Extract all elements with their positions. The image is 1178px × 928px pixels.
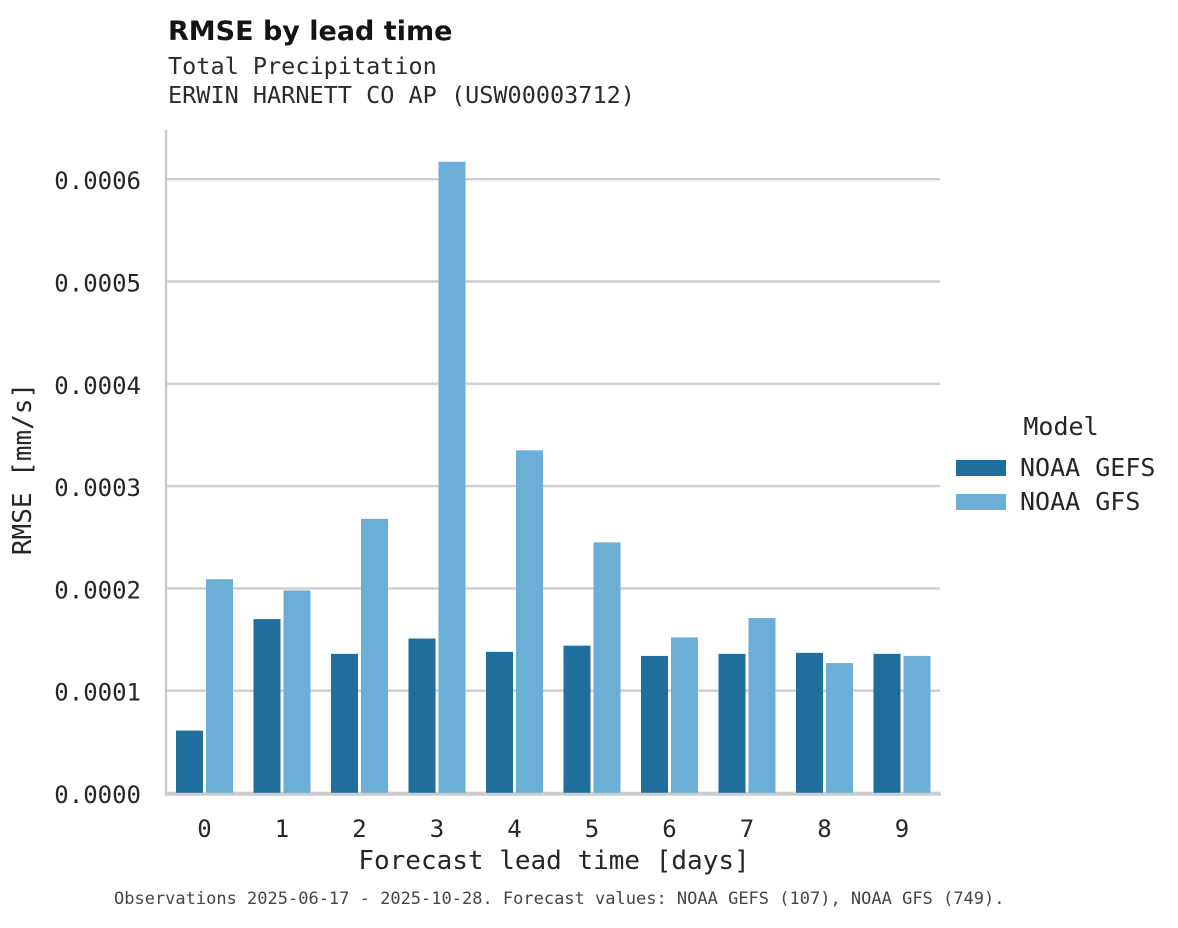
x-tick-label: 6 xyxy=(662,815,676,843)
bar-noaa-gefs-lead-1 xyxy=(253,619,281,793)
bar-noaa-gfs-lead-9 xyxy=(903,655,931,793)
y-tick-label: 0.0001 xyxy=(54,679,141,707)
y-tick-label: 0.0002 xyxy=(54,576,141,604)
bar-noaa-gefs-lead-6 xyxy=(641,655,668,793)
chart-subtitle-station: ERWIN HARNETT CO AP (USW00003712) xyxy=(168,81,635,109)
footnote: Observations 2025-06-17 - 2025-10-28. Fo… xyxy=(114,889,1005,909)
y-axis-label: RMSE [mm/s] xyxy=(8,383,38,555)
bar-noaa-gefs-lead-9 xyxy=(873,653,901,793)
bar-noaa-gfs-lead-3 xyxy=(438,161,466,793)
bar-noaa-gefs-lead-2 xyxy=(331,653,358,793)
bar-noaa-gfs-lead-8 xyxy=(826,663,853,793)
y-tick-label: 0.0000 xyxy=(54,781,141,809)
x-tick-label: 5 xyxy=(585,815,599,843)
chart-title: RMSE by lead time xyxy=(168,16,453,47)
x-tick-label: 3 xyxy=(430,815,444,843)
chart-subtitle-variable: Total Precipitation xyxy=(168,52,437,80)
y-tick-label: 0.0005 xyxy=(54,270,141,298)
bar-noaa-gfs-lead-4 xyxy=(516,450,543,793)
bar-noaa-gefs-lead-5 xyxy=(563,645,591,793)
bar-noaa-gefs-lead-4 xyxy=(486,651,513,793)
bar-noaa-gfs-lead-5 xyxy=(593,542,621,793)
x-tick-label: 7 xyxy=(740,815,754,843)
bar-noaa-gefs-lead-0 xyxy=(176,730,203,793)
legend-item-noaa-gfs: NOAA GFS xyxy=(956,487,1166,517)
bar-noaa-gfs-lead-0 xyxy=(206,579,233,793)
bar-noaa-gfs-lead-2 xyxy=(361,518,388,793)
y-tick-label: 0.0006 xyxy=(54,167,141,195)
x-axis-label: Forecast lead time [days] xyxy=(358,846,749,876)
legend-label-noaa-gfs: NOAA GFS xyxy=(1020,487,1141,516)
y-tick-label: 0.0004 xyxy=(54,372,141,400)
x-tick-label: 1 xyxy=(275,815,289,843)
legend-swatch-noaa-gfs xyxy=(956,494,1006,510)
bar-noaa-gfs-lead-7 xyxy=(748,618,776,793)
legend-label-noaa-gefs: NOAA GEFS xyxy=(1020,453,1156,482)
bar-noaa-gefs-lead-3 xyxy=(408,638,436,793)
x-tick-label: 2 xyxy=(352,815,366,843)
legend-title: Model xyxy=(1023,412,1099,441)
bar-noaa-gefs-lead-8 xyxy=(796,652,823,793)
x-tick-label: 8 xyxy=(817,815,831,843)
legend-item-noaa-gefs: NOAA GEFS xyxy=(956,453,1166,483)
x-tick-label: 9 xyxy=(895,815,909,843)
x-tick-label: 0 xyxy=(197,815,211,843)
legend-swatch-noaa-gefs xyxy=(956,460,1006,476)
bar-noaa-gfs-lead-1 xyxy=(283,590,311,793)
x-tick-label: 4 xyxy=(507,815,521,843)
bar-noaa-gefs-lead-7 xyxy=(718,653,746,793)
bar-noaa-gfs-lead-6 xyxy=(671,637,698,793)
legend: Model NOAA GEFS NOAA GFS xyxy=(956,412,1166,521)
y-tick-label: 0.0003 xyxy=(54,474,141,502)
